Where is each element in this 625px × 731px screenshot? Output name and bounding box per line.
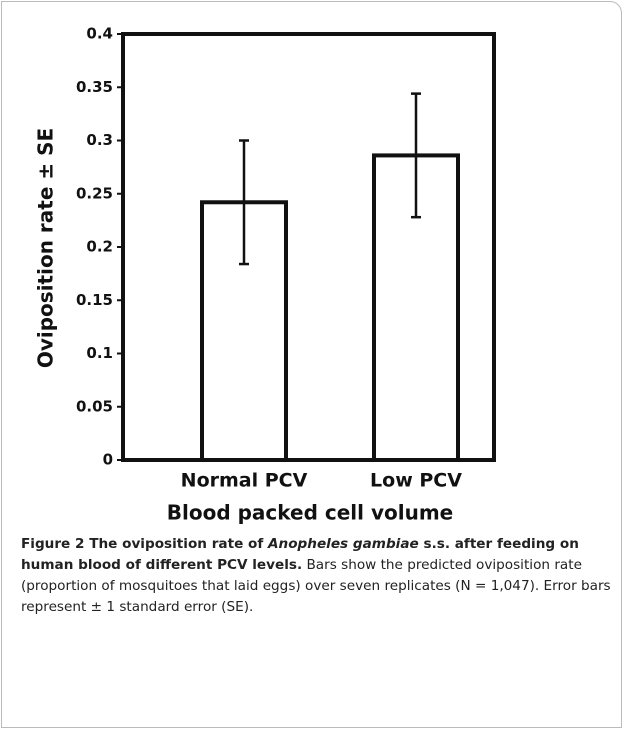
y-tick-label: 0.35: [76, 78, 113, 96]
caption-part: Figure 2 The oviposition rate of: [21, 536, 269, 552]
y-tick-label: 0.15: [76, 291, 113, 309]
y-tick-label: 0: [103, 451, 113, 469]
caption-part: Anopheles gambiae: [268, 536, 419, 552]
caption-part: Bars show the predicted oviposition rate…: [21, 557, 611, 615]
plot-frame: [121, 32, 496, 462]
x-axis-title: Blood packed cell volume: [167, 501, 454, 525]
y-tick-label: 0.05: [76, 397, 113, 415]
y-tick-label: 0.2: [86, 238, 113, 256]
y-tick-label: 0.3: [86, 131, 113, 149]
caption-part: s.s. after feeding on human blood of dif…: [21, 536, 579, 573]
y-tick-label: 0.1: [86, 344, 113, 362]
caption: Figure 2 The oviposition rate of Anophel…: [21, 534, 611, 618]
y-axis-title: Oviposition rate ± SE: [34, 128, 58, 368]
y-tick-label: 0.25: [76, 184, 113, 202]
y-tick-label: 0.4: [86, 25, 113, 43]
bar: [372, 153, 460, 462]
x-tick-label: Low PCV: [370, 470, 462, 492]
x-tick-label: Normal PCV: [181, 470, 308, 492]
chart: Blood packed cell volume Oviposition rat…: [34, 25, 496, 525]
